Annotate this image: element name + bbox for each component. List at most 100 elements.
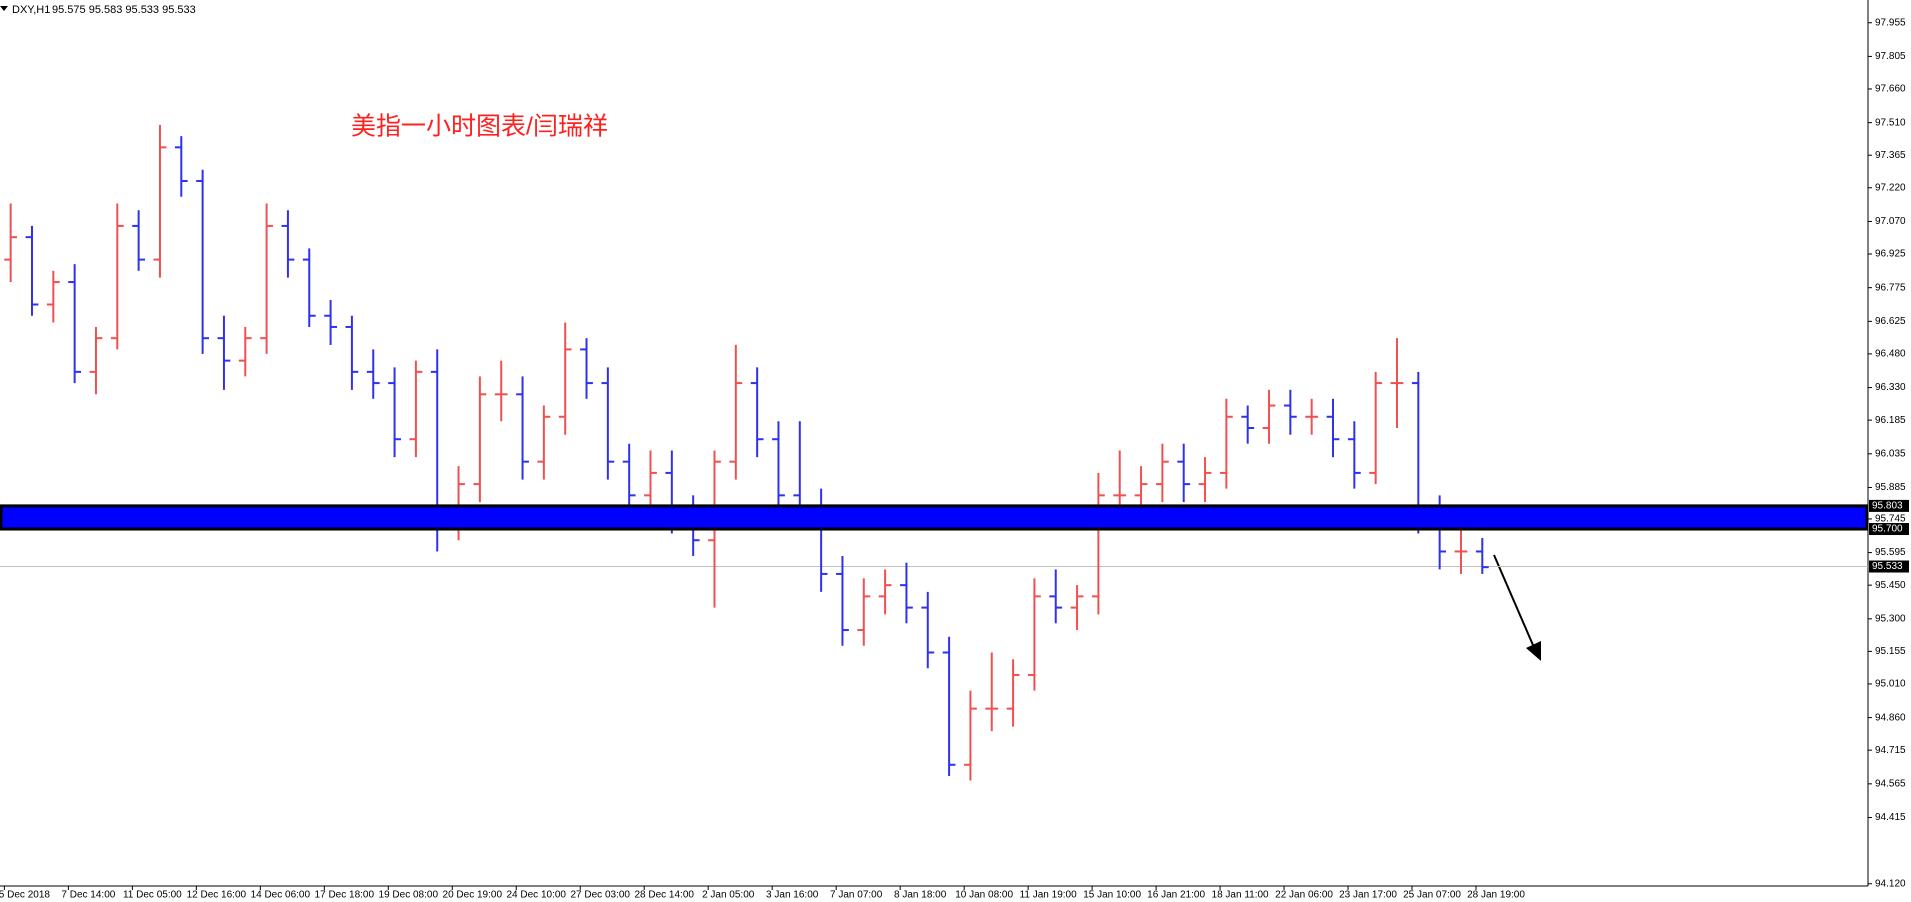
- bar: [260, 203, 273, 354]
- x-tick-label: 5 Dec 2018: [0, 890, 50, 901]
- bar: [516, 376, 529, 480]
- bar: [217, 315, 231, 390]
- bar: [857, 578, 871, 646]
- bar: [110, 203, 124, 350]
- x-tick-label: 3 Jan 16:00: [766, 890, 819, 901]
- bar: [324, 300, 337, 345]
- bar: [302, 248, 316, 327]
- y-tick-label: 96.775: [1875, 282, 1906, 293]
- x-tick-label: 17 Dec 18:00: [315, 890, 375, 901]
- support-zone: [0, 504, 1869, 531]
- bar: [750, 367, 764, 458]
- y-tick-label: 97.955: [1875, 17, 1906, 28]
- x-tick-label: 24 Dec 10:00: [507, 890, 567, 901]
- bar: [921, 591, 935, 669]
- bar: [942, 636, 956, 776]
- bar: [46, 270, 60, 323]
- y-tick-label: 94.565: [1875, 778, 1906, 789]
- bar: [196, 169, 210, 354]
- bar: [1198, 457, 1212, 503]
- y-tick-label: 97.805: [1875, 51, 1906, 62]
- bar: [1369, 371, 1383, 485]
- bar: [1028, 578, 1041, 691]
- price-tag-label: 95.700: [1872, 524, 1903, 535]
- x-tick-label: 20 Dec 19:00: [443, 890, 503, 901]
- bar: [878, 569, 892, 615]
- x-tick-label: 15 Jan 10:00: [1083, 890, 1141, 901]
- y-tick-label: 97.660: [1875, 84, 1906, 95]
- x-tick-label: 7 Jan 07:00: [830, 890, 883, 901]
- y-tick-label: 97.070: [1875, 216, 1906, 227]
- bar: [68, 264, 82, 384]
- y-tick-label: 95.885: [1875, 482, 1906, 493]
- y-tick-label: 95.155: [1875, 646, 1906, 657]
- x-tick-label: 11 Dec 05:00: [123, 890, 182, 901]
- bar: [1219, 398, 1233, 489]
- bar: [1134, 466, 1148, 512]
- price-tag-label: 95.803: [1872, 501, 1903, 512]
- y-tick-label: 94.120: [1875, 878, 1906, 889]
- x-tick-label: 25 Jan 07:00: [1403, 890, 1461, 901]
- y-tick-label: 95.450: [1875, 580, 1906, 591]
- y-tick-label: 96.480: [1875, 349, 1906, 360]
- bar: [1070, 585, 1084, 631]
- y-tick-label: 97.365: [1875, 150, 1906, 161]
- annotation: 美指一小时图表/闫瑞祥: [351, 113, 608, 141]
- bar: [1092, 472, 1105, 615]
- bar: [238, 326, 252, 377]
- bar: [900, 562, 913, 624]
- bar: [132, 210, 146, 271]
- arrow: [1493, 554, 1541, 661]
- x-tick-label: 28 Jan 19:00: [1467, 890, 1525, 901]
- y-tick-label: 96.185: [1875, 415, 1906, 426]
- bar: [494, 360, 508, 422]
- bar: [345, 315, 359, 390]
- bar: [1006, 659, 1020, 727]
- symbol: DXY,H1: [12, 4, 50, 16]
- y-tick-label: 95.595: [1875, 547, 1906, 558]
- y-tick-label: 96.035: [1875, 448, 1906, 459]
- bar: [1262, 389, 1276, 444]
- bar: [964, 690, 977, 781]
- bar: [772, 421, 785, 512]
- x-tick-label: 2 Jan 05:00: [702, 890, 755, 901]
- x-tick-label: 12 Dec 16:00: [187, 890, 247, 901]
- bar: [89, 326, 103, 395]
- bar: [836, 555, 849, 646]
- bar: [281, 210, 295, 278]
- bar: [644, 450, 657, 512]
- y-tick-label: 94.715: [1875, 745, 1906, 756]
- bar: [1241, 405, 1255, 444]
- bar: [1177, 443, 1191, 503]
- y-tick-label: 95.745: [1875, 514, 1906, 525]
- bar: [1049, 569, 1063, 624]
- bar: [153, 124, 167, 278]
- y-tick-label: 94.860: [1875, 712, 1906, 723]
- x-tick-label: 11 Jan 19:00: [1020, 890, 1078, 901]
- y-tick-label: 95.010: [1875, 679, 1906, 690]
- bar: [473, 376, 487, 503]
- bar: [580, 338, 593, 399]
- bar: [537, 405, 551, 480]
- price-tag: [1869, 523, 1909, 536]
- x-tick-label: 18 Jan 11:00: [1212, 890, 1270, 901]
- menu-icon: [0, 6, 8, 11]
- bar: [1283, 389, 1297, 435]
- x-tick-label: 27 Dec 03:00: [570, 890, 630, 901]
- x-tick-label: 23 Jan 17:00: [1339, 890, 1397, 901]
- bar: [601, 367, 615, 480]
- x-tick-label: 10 Jan 08:00: [955, 890, 1013, 901]
- y-tick-label: 97.220: [1875, 182, 1906, 193]
- bar: [388, 367, 401, 458]
- bar: [1475, 538, 1489, 574]
- y-tick-label: 95.300: [1875, 613, 1906, 624]
- y-tick-label: 96.330: [1875, 382, 1906, 393]
- bar: [25, 225, 39, 316]
- price-tag: [1869, 499, 1909, 512]
- y-tick-label: 96.925: [1875, 249, 1906, 260]
- bar: [1347, 421, 1361, 489]
- bar: [1305, 398, 1319, 435]
- bar: [1155, 443, 1169, 503]
